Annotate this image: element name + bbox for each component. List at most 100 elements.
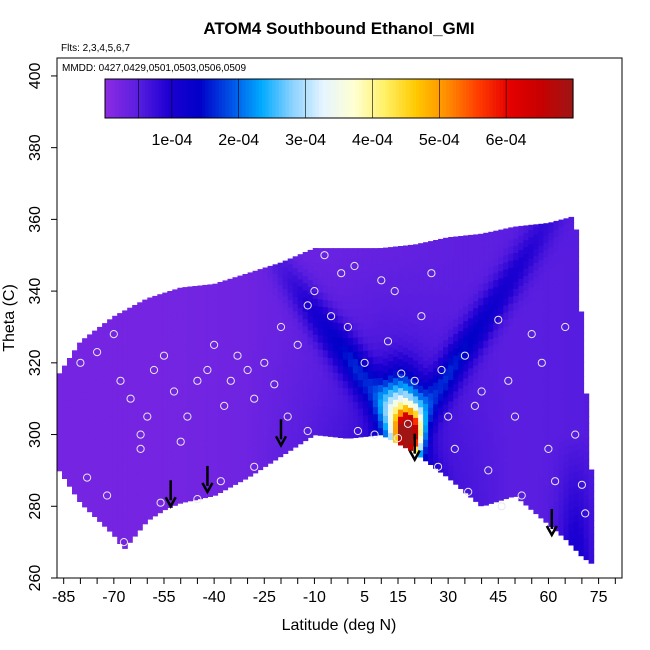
heatmap-cell: [493, 415, 499, 424]
heatmap-cell: [573, 313, 580, 322]
colorbar-swatch: [168, 79, 173, 118]
heatmap-cell: [212, 322, 219, 331]
heatmap-cell: [578, 347, 585, 356]
colorbar-swatch: [275, 79, 280, 118]
heatmap-cell: [307, 358, 314, 367]
heatmap-cell: [448, 386, 454, 395]
heatmap-cell: [257, 383, 264, 392]
heatmap-cell: [282, 396, 289, 404]
heatmap-cell: [252, 415, 259, 424]
heatmap-cell: [322, 292, 329, 301]
heatmap-cell: [67, 400, 73, 408]
heatmap-cell: [127, 362, 133, 371]
heatmap-cell: [222, 353, 229, 362]
heatmap-cell: [573, 528, 580, 537]
heatmap-cell: [107, 480, 113, 489]
heatmap-cell: [207, 489, 213, 497]
heatmap-cell: [282, 338, 289, 347]
heatmap-cell: [433, 374, 439, 383]
heatmap-cell: [137, 422, 143, 431]
heatmap-cell: [568, 358, 575, 367]
heatmap-cell: [433, 317, 439, 326]
heatmap-cell: [347, 402, 354, 410]
heatmap-cell: [423, 417, 429, 426]
colorbar-swatch: [409, 79, 414, 118]
heatmap-cell: [347, 344, 354, 353]
heatmap-cell: [322, 385, 329, 394]
heatmap-cell: [523, 253, 529, 262]
heatmap-cell: [127, 348, 133, 357]
heatmap-cell: [197, 455, 203, 464]
heatmap-cell: [503, 247, 509, 256]
heatmap-cell: [528, 437, 534, 446]
heatmap-cell: [112, 342, 118, 351]
heatmap-cell: [493, 322, 499, 331]
heatmap-cell: [122, 369, 128, 377]
heatmap-cell: [423, 288, 429, 297]
heatmap-cell: [468, 281, 474, 290]
heatmap-cell: [367, 385, 374, 394]
heatmap-cell: [503, 491, 509, 500]
heatmap-cell: [438, 299, 444, 308]
heatmap-cell: [388, 310, 394, 319]
heatmap-cell: [473, 264, 479, 273]
sample-point: [143, 412, 152, 421]
heatmap-cell: [192, 406, 198, 415]
heatmap-cell: [403, 375, 409, 384]
heatmap-cell: [132, 414, 138, 422]
heatmap-cell: [217, 291, 224, 300]
heatmap-cell: [122, 519, 128, 528]
colorbar-swatch: [369, 79, 374, 118]
heatmap-cell: [142, 401, 148, 410]
heatmap-cell: [568, 394, 575, 402]
heatmap-cell: [212, 430, 219, 439]
heatmap-cell: [82, 348, 88, 357]
heatmap-cell: [468, 303, 474, 312]
heatmap-cell: [568, 415, 575, 424]
heatmap-cell: [438, 421, 444, 430]
heatmap-cell: [252, 444, 259, 452]
heatmap-cell: [478, 240, 484, 248]
heatmap-cell: [162, 294, 168, 303]
colorbar-swatch: [516, 79, 521, 118]
heatmap-cell: [413, 259, 419, 268]
heatmap-cell: [312, 255, 319, 264]
heatmap-cell: [292, 310, 299, 319]
heatmap-cell: [553, 294, 560, 302]
heatmap-cell: [468, 396, 474, 405]
heatmap-cell: [372, 263, 379, 271]
heatmap-cell: [317, 385, 324, 393]
heatmap-cell: [538, 503, 544, 512]
heatmap-cell: [428, 407, 434, 415]
colorbar-swatch: [479, 79, 484, 118]
heatmap-cell: [287, 285, 294, 293]
heatmap-cell: [217, 456, 224, 465]
heatmap-field: [57, 216, 595, 564]
heatmap-cell: [463, 313, 469, 322]
heatmap-cell: [292, 346, 299, 355]
heatmap-cell: [177, 474, 183, 483]
heatmap-cell: [508, 382, 514, 390]
heatmap-cell: [553, 437, 560, 446]
heatmap-cell: [162, 387, 168, 396]
heatmap-cell: [202, 389, 208, 398]
heatmap-cell: [152, 451, 158, 459]
heatmap-cell: [92, 408, 98, 417]
heatmap-cell: [478, 405, 484, 413]
heatmap-cell: [503, 261, 509, 270]
heatmap-cell: [152, 422, 158, 431]
heatmap-cell: [172, 397, 178, 406]
heatmap-cell: [413, 316, 419, 325]
heatmap-cell: [383, 343, 389, 352]
heatmap-cell: [588, 469, 595, 478]
heatmap-cell: [297, 293, 304, 301]
heatmap-cell: [543, 436, 549, 444]
heatmap-cell: [498, 241, 504, 250]
heatmap-cell: [112, 514, 118, 523]
heatmap-cell: [408, 278, 414, 286]
heatmap-cell: [548, 418, 554, 427]
heatmap-cell: [563, 324, 570, 333]
heatmap-cell: [67, 421, 73, 430]
heatmap-cell: [92, 344, 98, 353]
heatmap-cell: [77, 408, 83, 416]
